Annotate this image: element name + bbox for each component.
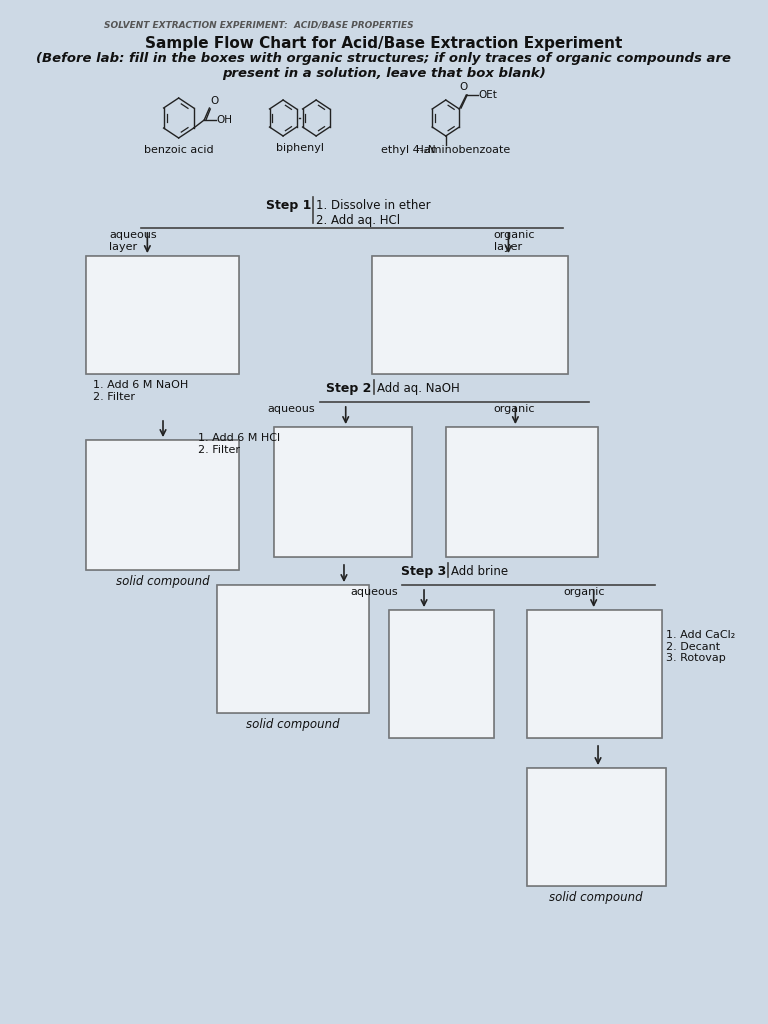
Text: organic
layer: organic layer — [494, 230, 535, 252]
Text: organic: organic — [563, 587, 604, 597]
Text: Sample Flow Chart for Acid/Base Extraction Experiment: Sample Flow Chart for Acid/Base Extracti… — [145, 36, 623, 51]
Text: Step 3: Step 3 — [401, 565, 445, 578]
Text: OH: OH — [217, 115, 233, 125]
Bar — [527, 610, 661, 738]
Text: Add brine: Add brine — [451, 565, 508, 578]
Bar — [389, 610, 494, 738]
Text: benzoic acid: benzoic acid — [144, 145, 214, 155]
Text: O: O — [210, 96, 219, 106]
Bar — [87, 440, 239, 570]
Text: solid compound: solid compound — [247, 718, 340, 731]
Text: aqueous: aqueous — [350, 587, 398, 597]
Text: 1. Dissolve in ether
2. Add aq. HCl: 1. Dissolve in ether 2. Add aq. HCl — [316, 199, 431, 227]
Text: aqueous: aqueous — [267, 404, 316, 414]
Text: biphenyl: biphenyl — [276, 143, 323, 153]
Bar — [274, 427, 412, 557]
Text: present in a solution, leave that box blank): present in a solution, leave that box bl… — [222, 67, 546, 80]
Text: SOLVENT EXTRACTION EXPERIMENT:  ACID/BASE PROPERTIES: SOLVENT EXTRACTION EXPERIMENT: ACID/BASE… — [104, 20, 413, 29]
Text: 1. Add 6 M NaOH
2. Filter: 1. Add 6 M NaOH 2. Filter — [94, 380, 189, 401]
Text: 1. Add CaCl₂
2. Decant
3. Rotovap: 1. Add CaCl₂ 2. Decant 3. Rotovap — [666, 630, 735, 664]
Text: solid compound: solid compound — [549, 891, 643, 904]
Text: 1. Add 6 M HCl
2. Filter: 1. Add 6 M HCl 2. Filter — [198, 433, 280, 455]
Text: Step 2: Step 2 — [326, 382, 372, 395]
Text: (Before lab: fill in the boxes with organic structures; if only traces of organi: (Before lab: fill in the boxes with orga… — [37, 52, 731, 65]
Bar — [445, 427, 598, 557]
Bar — [527, 768, 666, 886]
Text: Add aq. NaOH: Add aq. NaOH — [377, 382, 460, 395]
Text: Step 1: Step 1 — [266, 199, 311, 212]
Text: solid compound: solid compound — [116, 575, 210, 588]
Text: O: O — [459, 82, 468, 92]
Bar — [372, 256, 568, 374]
Text: organic: organic — [494, 404, 535, 414]
Text: OEt: OEt — [478, 90, 498, 100]
Text: aqueous
layer: aqueous layer — [109, 230, 157, 252]
Bar — [217, 585, 369, 713]
Bar — [87, 256, 239, 374]
Text: ethyl 4-aminobenzoate: ethyl 4-aminobenzoate — [381, 145, 511, 155]
Text: H₂N: H₂N — [415, 145, 435, 155]
